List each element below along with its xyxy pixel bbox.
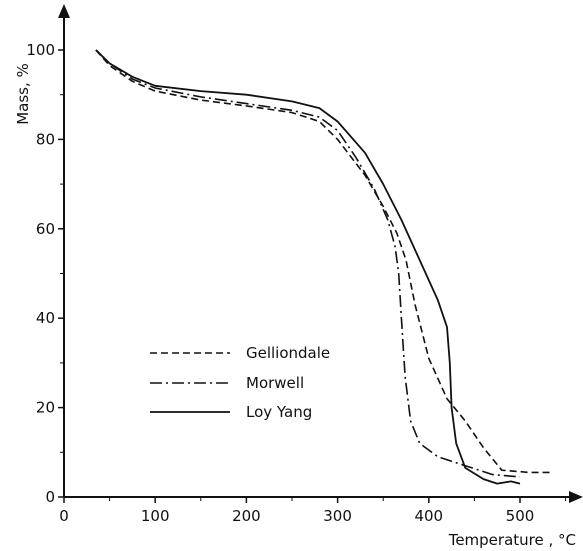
- legend-label: Gelliondale: [246, 344, 330, 362]
- x-tick-label: 200: [232, 507, 261, 525]
- series-line-morwell: [95, 49, 521, 478]
- x-tick-label: 400: [414, 507, 443, 525]
- y-tick-label: 60: [36, 220, 55, 238]
- series-line-loy-yang: [95, 49, 521, 485]
- y-tick-label: 80: [36, 130, 55, 148]
- x-tick-label: 0: [59, 507, 69, 525]
- y-ticks: 0 20 40 60 80 100: [26, 41, 64, 506]
- y-tick-label: 20: [36, 399, 55, 417]
- x-ticks: 0 100 200 300 400 500: [59, 497, 567, 525]
- axes: [58, 4, 583, 503]
- y-tick-label: 40: [36, 309, 55, 327]
- legend-label: Morwell: [246, 374, 304, 392]
- y-axis-arrow: [58, 4, 70, 18]
- x-axis-label: Temperature , °C: [448, 531, 576, 549]
- x-tick-label: 100: [141, 507, 170, 525]
- legend-label: Loy Yang: [246, 403, 312, 421]
- series-layer: [95, 49, 552, 485]
- series-line-gelliondale: [95, 49, 552, 474]
- x-axis-arrow: [569, 491, 583, 503]
- legend: Gelliondale Morwell Loy Yang: [150, 344, 330, 421]
- y-tick-label: 0: [45, 488, 55, 506]
- x-tick-label: 300: [323, 507, 352, 525]
- y-axis-label: Mass, %: [14, 63, 32, 125]
- y-tick-label: 100: [26, 41, 55, 59]
- x-tick-label: 500: [506, 507, 535, 525]
